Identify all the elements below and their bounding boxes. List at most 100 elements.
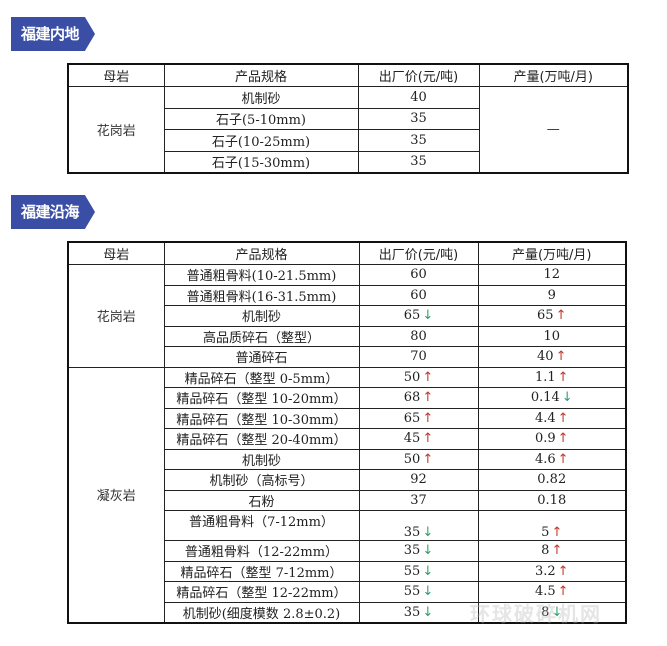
output-cell: 4.4 ↑ — [477, 407, 627, 429]
price-cell: 55 ↓ — [358, 581, 479, 603]
spec-cell-value: 精品碎石（整型 7-12mm） — [180, 565, 343, 581]
price-cell: 40 — [357, 86, 480, 109]
spec-cell: 精品碎石（整型 0-5mm） — [163, 366, 360, 388]
table-row: 机制砂 50 ↑ 4.6 ↑ — [68, 448, 627, 470]
output-cell: 0.14 ↓ — [477, 387, 627, 409]
output-cell-value: 3.2 — [534, 563, 556, 579]
price-cell-value: 80 — [410, 328, 427, 344]
up-arrow-icon: ↑ — [551, 525, 563, 540]
up-arrow-icon: ↑ — [422, 410, 434, 426]
price-cell-value: 35 — [410, 154, 427, 170]
spec-cell-value: 普通粗骨料（12-22mm） — [184, 545, 339, 561]
header-spec: 产品规格 — [163, 63, 359, 87]
spec-cell-value: 石子(15-30mm) — [211, 156, 311, 172]
table-row: 机制砂 65 ↓ 65 ↑ — [68, 305, 627, 327]
price-cell-value: 35 — [403, 543, 421, 559]
price-cell-value: 37 — [410, 492, 427, 508]
price-cell: 92 — [358, 469, 479, 491]
spec-cell: 机制砂(细度模数 2.8±0.2) — [163, 601, 360, 624]
price-cell-value: 70 — [410, 349, 427, 365]
spec-cell: 石子(5-10mm) — [163, 107, 359, 130]
table-row: 精品碎石（整型 10-20mm） 68 ↑ 0.14 ↓ — [68, 387, 627, 409]
spec-cell-value: 石子(10-25mm) — [211, 134, 311, 150]
price-cell: 55 ↓ — [358, 560, 479, 582]
price-cell-value: 50 — [403, 451, 421, 467]
table-row: 普通粗骨料（12-22mm） 35 ↓ 8 ↑ — [68, 540, 627, 562]
spec-cell: 精品碎石（整型 10-20mm） — [163, 387, 360, 409]
spec-cell: 机制砂 — [163, 86, 359, 109]
output-cell-value: 0.18 — [537, 492, 567, 508]
output-cell-value: 8 — [541, 604, 550, 620]
down-arrow-icon: ↓ — [422, 584, 434, 600]
up-arrow-icon: ↑ — [557, 563, 569, 579]
price-cell-value: 35 — [403, 525, 421, 540]
spec-cell: 普通碎石 — [163, 346, 360, 368]
output-cell-value: 40 — [537, 349, 554, 365]
output-cell: 0.18 — [477, 489, 627, 511]
spec-cell: 机制砂 — [163, 448, 360, 470]
up-arrow-icon: ↑ — [557, 451, 569, 467]
price-cell-value: 55 — [403, 584, 421, 600]
down-arrow-icon: ↓ — [551, 604, 563, 620]
up-arrow-icon: ↑ — [422, 431, 434, 447]
price-cell-value: 60 — [410, 267, 427, 283]
price-cell: 45 ↑ — [358, 428, 479, 450]
price-cell: 60 — [358, 284, 479, 306]
output-cell-value: 4.5 — [534, 584, 556, 600]
down-arrow-icon: ↓ — [422, 563, 434, 579]
rock-type-cell-value: 花岗岩 — [96, 310, 136, 326]
table-row: 普通粗骨料（7-12mm） 35 ↓ 5 ↑ — [68, 510, 627, 541]
output-cell-value: — — [546, 122, 560, 137]
table-row: 石子(15-30mm) 35 — [68, 150, 628, 174]
header-output: 产量(万吨/月) — [478, 63, 629, 87]
rock-type-cell: 花岗岩 — [67, 264, 165, 368]
spec-cell: 精品碎石（整型 10-30mm） — [163, 407, 360, 429]
up-arrow-icon: ↑ — [422, 451, 434, 467]
spec-cell-value: 普通粗骨料(16-31.5mm) — [186, 289, 337, 305]
price-cell: 65 ↑ — [358, 407, 479, 429]
spec-cell-value: 精品碎石（整型 20-40mm） — [176, 433, 347, 449]
header-row: 母岩 产品规格 出厂价(元/吨) 产量(万吨/月) — [67, 241, 627, 265]
down-arrow-icon: ↓ — [422, 525, 434, 540]
spec-cell: 石子(15-30mm) — [163, 150, 359, 174]
spec-cell: 石子(10-25mm) — [163, 129, 359, 152]
output-cell-value: 9 — [547, 287, 556, 303]
down-arrow-icon: ↓ — [561, 390, 573, 406]
up-arrow-icon: ↑ — [422, 369, 434, 385]
rock-type-cell-value: 花岗岩 — [96, 124, 136, 139]
spec-cell: 普通粗骨料(16-31.5mm) — [163, 284, 360, 306]
watermark: 环球破碎机网 — [470, 602, 602, 626]
up-arrow-icon: ↑ — [557, 369, 569, 385]
spec-cell-value: 普通粗骨料（7-12mm） — [189, 515, 334, 530]
table-row: 花岗岩 普通粗骨料(10-21.5mm) 60 12 — [67, 264, 627, 368]
up-arrow-icon: ↑ — [557, 584, 569, 600]
price-cell: 35 ↓ — [358, 540, 479, 562]
inland-price-table: 母岩 产品规格 出厂价(元/吨) 产量(万吨/月) 花岗岩 机制砂 40 — 石子(5-… — [67, 63, 629, 174]
price-cell-value: 65 — [403, 410, 421, 426]
table-row: 精品碎石（整型 10-30mm） 65 ↑ 4.4 ↑ — [68, 407, 627, 429]
spec-cell-value: 机制砂 — [241, 453, 281, 469]
coastal-price-table: 母岩 产品规格 出厂价(元/吨) 产量(万吨/月) 花岗岩 普通粗骨料(10-21… — [67, 241, 627, 624]
output-cell: 65 ↑ — [477, 305, 627, 327]
output-cell: 40 ↑ — [477, 346, 627, 368]
price-cell: 70 — [358, 346, 479, 368]
price-cell-value: 68 — [403, 390, 421, 406]
output-cell: 12 — [477, 264, 627, 286]
spec-cell: 机制砂 — [163, 305, 360, 327]
output-cell: 5 ↑ — [477, 510, 627, 541]
section-banner-coastal: 福建沿海 — [11, 195, 95, 229]
up-arrow-icon: ↑ — [422, 390, 434, 406]
spec-cell: 石粉 — [163, 489, 360, 511]
spec-cell-value: 石粉 — [248, 494, 275, 510]
price-cell-value: 50 — [403, 369, 421, 385]
price-cell-value: 35 — [403, 604, 421, 620]
table-row: 花岗岩 机制砂 40 — — [67, 86, 629, 174]
header-price: 出厂价(元/吨) — [357, 63, 480, 87]
spec-cell-value: 精品碎石（整型 10-20mm） — [176, 392, 347, 408]
up-arrow-icon: ↑ — [551, 543, 563, 559]
output-cell-value: 5 — [541, 525, 550, 540]
output-cell-value: 0.82 — [537, 472, 567, 488]
output-cell: 10 — [477, 325, 627, 347]
rock-type-cell: 花岗岩 — [67, 86, 165, 174]
spec-cell: 精品碎石（整型 20-40mm） — [163, 428, 360, 450]
